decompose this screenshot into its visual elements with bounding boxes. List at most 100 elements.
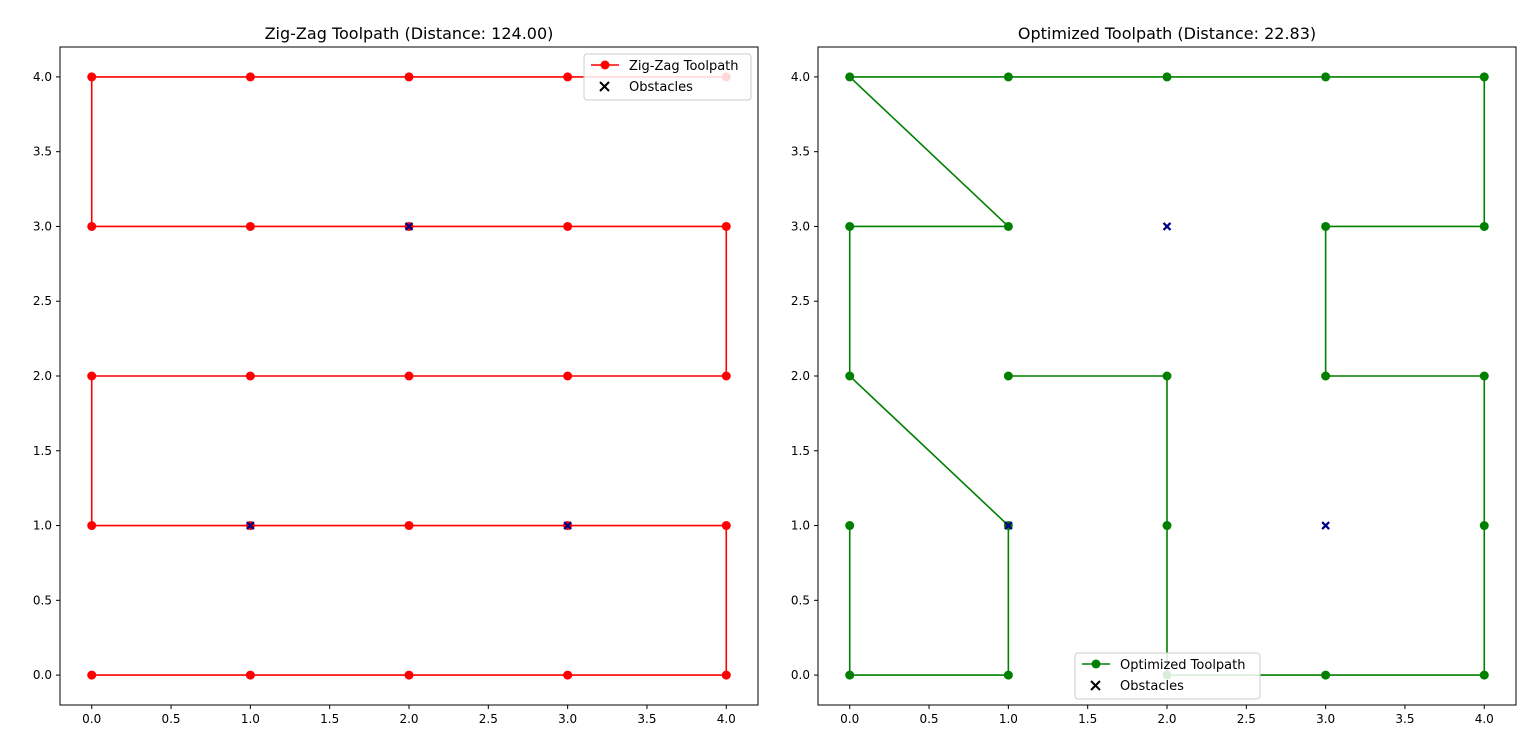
data-point xyxy=(1162,72,1172,82)
data-point xyxy=(1479,521,1489,531)
data-point xyxy=(404,670,414,680)
x-tick-label: 2.0 xyxy=(1157,712,1176,726)
legend-box xyxy=(1074,652,1261,700)
subplot-zigzag: Zig-Zag Toolpath (Distance: 124.00) 0.0 0… xyxy=(33,24,759,726)
x-tick-label: 1.5 xyxy=(320,712,339,726)
obstacle-point xyxy=(1321,521,1330,530)
y-tick-label: 3.5 xyxy=(33,145,52,159)
data-point xyxy=(563,670,573,680)
y-tick-label: 0.0 xyxy=(33,668,52,682)
data-point xyxy=(87,221,97,231)
data-point xyxy=(563,72,573,82)
y-tick-label: 4.0 xyxy=(791,70,810,84)
obstacle-point xyxy=(563,521,572,530)
subplot-optimized: Optimized Toolpath (Distance: 22.83) 0.0… xyxy=(791,24,1517,726)
data-point xyxy=(1479,72,1489,82)
x-tick-label: 2.5 xyxy=(479,712,498,726)
data-point xyxy=(404,371,414,381)
toolpath-markers xyxy=(87,72,731,680)
data-point xyxy=(1003,371,1013,381)
data-point xyxy=(1162,521,1172,531)
legend: Zig-Zag Toolpath Obstacles xyxy=(583,53,752,101)
y-tick-label: 3.0 xyxy=(791,219,810,233)
chart-title: Optimized Toolpath (Distance: 22.83) xyxy=(1018,24,1316,43)
data-point xyxy=(87,670,97,680)
data-point xyxy=(1479,221,1489,231)
y-tick-label: 0.5 xyxy=(791,593,810,607)
legend-box xyxy=(583,53,752,101)
legend-marker-sample xyxy=(600,60,610,70)
data-point xyxy=(245,371,255,381)
legend-label-toolpath: Optimized Toolpath xyxy=(1120,658,1245,673)
data-point xyxy=(845,670,855,680)
x-tick-label: 4.0 xyxy=(1475,712,1494,726)
x-tick-label: 0.5 xyxy=(161,712,180,726)
data-point xyxy=(245,72,255,82)
toolpath-markers xyxy=(845,72,1489,680)
y-tick-label: 2.0 xyxy=(33,369,52,383)
legend-x-sample xyxy=(1090,680,1101,691)
x-tick-label: 0.5 xyxy=(919,712,938,726)
data-point xyxy=(404,72,414,82)
obstacle-markers xyxy=(246,222,572,530)
data-point xyxy=(1321,670,1331,680)
y-tick-label: 1.0 xyxy=(33,519,52,533)
data-point xyxy=(1321,371,1331,381)
legend-label-toolpath: Zig-Zag Toolpath xyxy=(629,59,739,74)
y-tick-label: 1.0 xyxy=(791,519,810,533)
y-tick-label: 1.5 xyxy=(33,444,52,458)
data-point xyxy=(845,72,855,82)
data-point xyxy=(404,521,414,531)
x-tick-label: 1.0 xyxy=(241,712,260,726)
y-tick-label: 2.5 xyxy=(791,294,810,308)
legend-label-obstacles: Obstacles xyxy=(629,80,693,95)
data-point xyxy=(87,521,97,531)
x-tick-label: 3.5 xyxy=(1395,712,1414,726)
x-tick-label: 1.5 xyxy=(1078,712,1097,726)
data-point xyxy=(87,371,97,381)
y-tick-label: 1.5 xyxy=(791,444,810,458)
data-point xyxy=(721,521,731,531)
axis-ticks: 0.0 0.5 1.0 1.5 2.0 2.5 3.0 3.5 4.0 0.0 0.5 1.0 1.5 2… xyxy=(33,70,736,726)
x-tick-label: 3.5 xyxy=(637,712,656,726)
obstacle-point xyxy=(1162,222,1172,231)
data-point xyxy=(1003,670,1013,680)
data-point xyxy=(721,221,731,231)
data-point xyxy=(1321,72,1331,82)
data-point xyxy=(1321,221,1331,231)
x-tick-label: 0.0 xyxy=(840,712,859,726)
y-tick-label: 2.0 xyxy=(791,369,810,383)
data-point xyxy=(245,670,255,680)
y-tick-label: 0.0 xyxy=(791,668,810,682)
data-point xyxy=(563,221,573,231)
axis-ticks: 0.0 0.5 1.0 1.5 2.0 2.5 3.0 3.5 4.0 0.0 0.5 1.0 1.5 2… xyxy=(791,70,1494,726)
data-point xyxy=(1003,221,1013,231)
legend-marker-sample xyxy=(1091,659,1101,669)
x-tick-label: 2.0 xyxy=(399,712,418,726)
data-point xyxy=(87,72,97,82)
data-point xyxy=(563,371,573,381)
data-point xyxy=(845,371,855,381)
y-tick-label: 3.0 xyxy=(33,219,52,233)
x-tick-label: 4.0 xyxy=(717,712,736,726)
x-tick-label: 3.0 xyxy=(558,712,577,726)
data-point xyxy=(245,221,255,231)
obstacle-point xyxy=(246,521,255,530)
legend-label-obstacles: Obstacles xyxy=(1120,679,1184,694)
data-point xyxy=(1003,72,1013,82)
data-point xyxy=(721,371,731,381)
x-tick-label: 1.0 xyxy=(999,712,1018,726)
obstacle-point xyxy=(404,222,414,231)
x-tick-label: 2.5 xyxy=(1237,712,1256,726)
data-point xyxy=(845,521,855,531)
y-tick-label: 0.5 xyxy=(33,593,52,607)
legend: Optimized Toolpath Obstacles xyxy=(1074,652,1261,700)
data-point xyxy=(1162,371,1172,381)
data-point xyxy=(845,221,855,231)
chart-title: Zig-Zag Toolpath (Distance: 124.00) xyxy=(265,24,554,43)
data-point xyxy=(1479,670,1489,680)
x-tick-label: 3.0 xyxy=(1316,712,1335,726)
legend-x-sample xyxy=(599,81,610,92)
data-point xyxy=(1479,371,1489,381)
